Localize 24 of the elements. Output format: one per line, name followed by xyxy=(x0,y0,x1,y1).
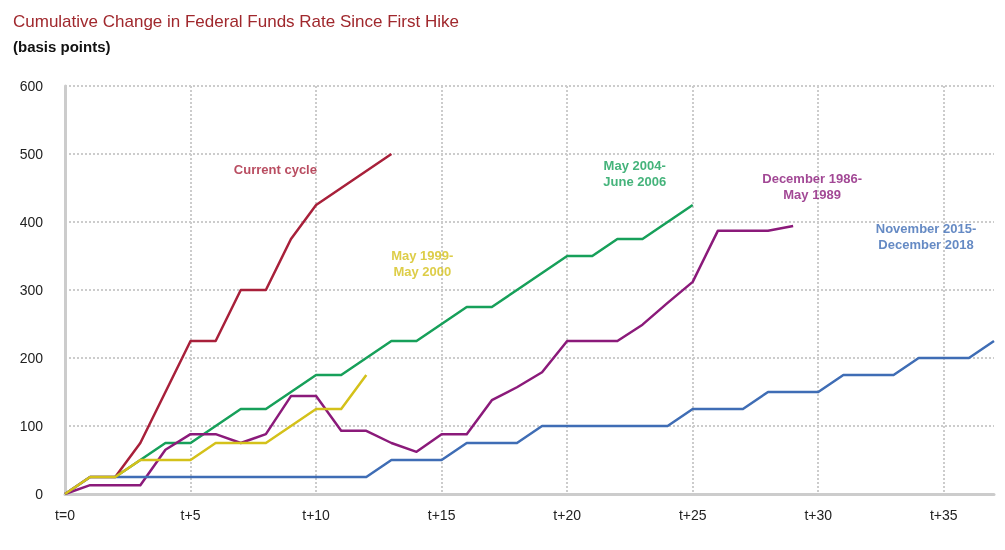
text: November 2015- December 2018 xyxy=(875,220,977,252)
text: December 1986- May 1989 xyxy=(762,170,862,202)
x-tick-label: t+5 xyxy=(180,507,201,523)
line-series xyxy=(63,373,368,496)
y-tick-label: 400 xyxy=(19,214,44,230)
text: May 2004- June 2006 xyxy=(603,157,667,189)
x-tick-label: t+20 xyxy=(553,507,582,523)
x-tick-label: t+35 xyxy=(929,507,958,523)
chart-subtitle: (basis points) xyxy=(13,38,111,55)
x-tick-label: t=0 xyxy=(55,507,76,523)
chart-title: Cumulative Change in Federal Funds Rate Since First Hike xyxy=(13,12,459,31)
y-tick-label: 100 xyxy=(19,418,44,434)
x-tick-label: t+30 xyxy=(804,507,833,523)
series-label: Current cycle xyxy=(233,161,317,177)
x-tick-label: t+10 xyxy=(302,507,331,523)
text: May 1999- May 2000 xyxy=(391,247,454,279)
x-tick-label: t+25 xyxy=(678,507,707,523)
x-tick-label: t+15 xyxy=(427,507,456,523)
y-tick-label: 200 xyxy=(19,350,44,366)
y-tick-label: 500 xyxy=(19,146,44,162)
line-series xyxy=(63,224,795,496)
y-tick-label: 0 xyxy=(35,486,44,502)
y-tick-label: 300 xyxy=(19,282,44,298)
y-tick-label: 600 xyxy=(19,78,44,94)
